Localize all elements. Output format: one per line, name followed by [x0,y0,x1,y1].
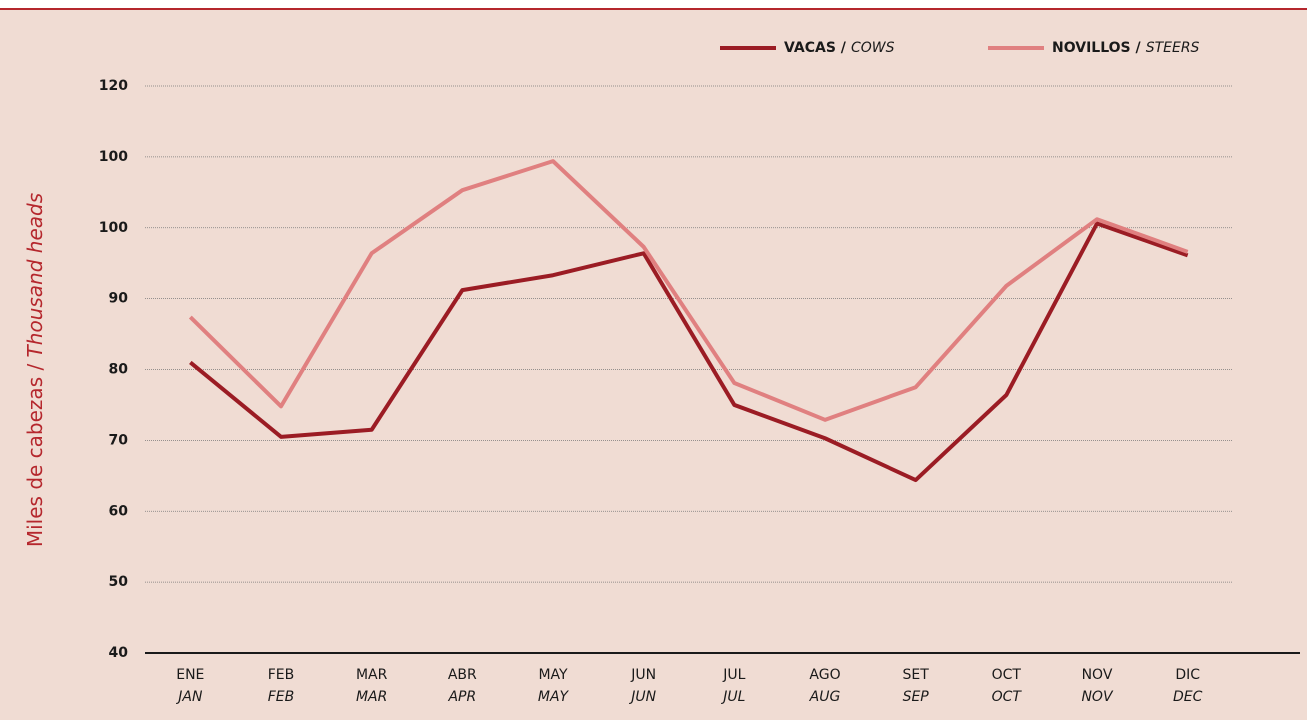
series-line [189,221,1189,483]
y-tick-label: 70 [109,432,129,448]
x-tick-label-en: OCT [992,689,1023,705]
y-label-en: Thousand heads [23,193,47,358]
y-label-es: Miles de cabezas / [23,364,47,548]
legend-label: VACAS / COWS [784,38,895,57]
x-tick-label: AGO [809,667,840,683]
x-tick-label: SET [903,667,930,683]
legend-name: NOVILLOS / [1052,40,1141,56]
x-tick-label: ABR [448,667,477,683]
series-line [188,159,1189,422]
x-tick-label: FEB [268,667,295,683]
top-band [0,0,1307,8]
legend-name: VACAS / [784,40,847,56]
x-tick-label-en: MAY [538,689,570,705]
x-tick-label-en: JAN [175,689,203,705]
x-tick-label: JUL [722,667,745,683]
legend-name-en: COWS [851,40,895,56]
x-tick-label: JUN [630,667,656,683]
x-tick-label-en: JUL [720,689,745,705]
legend-label: NOVILLOS / STEERS [1052,38,1200,57]
y-tick-label: 120 [99,78,128,94]
x-tick-label: ENE [176,667,204,683]
x-tick-label-en: FEB [268,689,295,705]
x-tick-label-en: NOV [1081,689,1113,705]
x-tick-label: DIC [1175,667,1200,683]
top-rule [0,8,1307,10]
y-tick-label: 100 [99,149,128,165]
x-tick-label: MAR [356,667,388,683]
y-tick-label: 90 [109,291,129,307]
y-tick-label: 80 [109,362,129,378]
legend-name-en: STEERS [1146,40,1200,56]
x-tick-label: MAY [538,667,568,683]
x-tick-label-en: JUN [628,689,656,705]
x-tick-label-en: AUG [809,689,841,705]
x-tick-label: NOV [1082,667,1113,683]
x-tick-label-en: SEP [903,689,930,705]
x-tick-label-en: MAR [356,689,387,705]
y-tick-label: 50 [109,574,129,590]
x-tick-label: OCT [992,667,1022,683]
y-tick-label: 60 [109,503,129,519]
x-tick-label-en: DEC [1173,689,1203,705]
y-tick-label: 100 [99,220,128,236]
x-tick-label-en: APR [447,689,476,705]
y-tick-label: 40 [109,645,129,661]
y-axis-label: Miles de cabezas / Thousand heads [23,193,47,547]
